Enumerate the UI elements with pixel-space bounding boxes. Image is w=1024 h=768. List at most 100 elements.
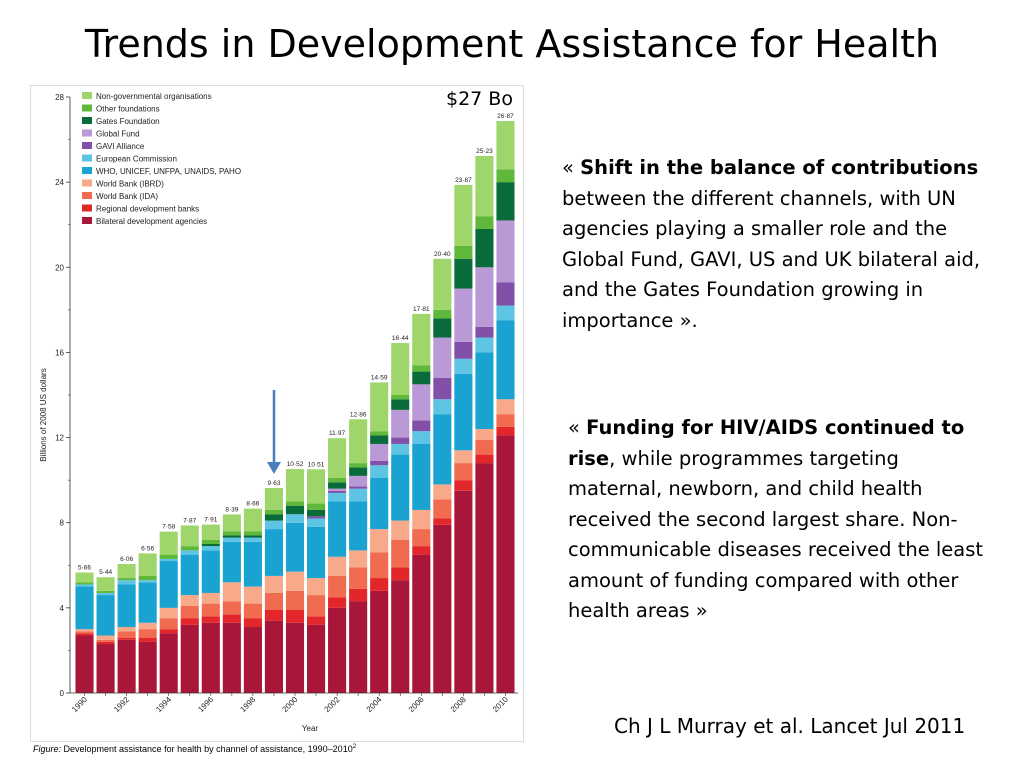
legend-label: European Commission	[96, 155, 177, 164]
bar-segment	[454, 358, 473, 374]
bar-total-label: 5·44	[99, 569, 112, 576]
bar-segment	[285, 514, 305, 523]
y-tick-label: 8	[60, 519, 65, 528]
legend-swatch	[82, 217, 92, 224]
bar-segment	[475, 267, 494, 327]
bar-segment	[496, 414, 515, 427]
bar-segment	[222, 622, 241, 693]
bar-segment	[138, 641, 157, 693]
figure-caption: Figure: Development assistance for healt…	[33, 744, 356, 754]
bar-segment	[349, 475, 368, 487]
bar-total-label: 10·51	[308, 461, 325, 468]
bar-segment	[349, 567, 368, 589]
bar-segment	[454, 341, 473, 359]
bar-segment	[264, 529, 284, 576]
bar-total-label: 7·58	[162, 524, 175, 531]
bar-segment	[412, 554, 431, 693]
y-axis-label: Billions of 2008 US dollars	[39, 368, 48, 461]
bar-segment	[475, 352, 494, 430]
bar-segment	[475, 337, 494, 353]
bar-segment	[75, 584, 94, 587]
slide-title: Trends in Development Assistance for Hea…	[84, 22, 940, 66]
bar-segment	[412, 371, 431, 385]
bar-segment	[138, 582, 157, 623]
legend-swatch	[82, 167, 92, 174]
bar-segment	[454, 463, 473, 481]
bar-segment	[370, 443, 389, 461]
x-tick-label: 2000	[280, 695, 299, 714]
x-tick-label: 2006	[407, 695, 426, 714]
bar-total-label: 8·66	[246, 501, 259, 508]
bar-segment	[180, 618, 199, 625]
bar-segment	[243, 586, 262, 604]
bar-segment	[328, 607, 347, 693]
bar-segment	[117, 639, 136, 693]
highlight-arrow	[267, 390, 281, 474]
bar-segment	[75, 586, 94, 630]
bar-segment	[433, 524, 452, 693]
bar-segment	[138, 575, 157, 581]
bar-segment	[306, 509, 326, 517]
bar-total-label: 5·66	[78, 565, 91, 572]
bar-segment	[159, 633, 178, 693]
bar-segment	[138, 622, 157, 630]
bar-segment	[222, 535, 241, 538]
bar-segment	[264, 509, 284, 515]
y-axis: 0 4 8 12 16 20 24 28	[55, 93, 71, 698]
bar-segment	[285, 622, 305, 693]
bar-segment	[117, 564, 136, 579]
bar-segment	[201, 616, 220, 623]
bar-segment	[328, 501, 347, 557]
bar-segment	[433, 518, 452, 525]
bar-segment	[475, 155, 494, 217]
bar-segment	[222, 514, 241, 532]
legend-label: World Bank (IDA)	[96, 192, 158, 201]
bar-segment	[222, 541, 241, 583]
bar-total-label: 9·63	[267, 480, 280, 487]
bar-segment	[496, 169, 515, 183]
bar-segment	[96, 592, 115, 596]
legend-label: WHO, UNICEF, UNFPA, UNAIDS, PAHO	[96, 167, 241, 176]
bar-segment	[138, 553, 157, 576]
bar-segment	[222, 614, 241, 623]
bar-segment	[328, 488, 347, 491]
bar-segment	[285, 505, 305, 515]
bar-segment	[370, 590, 389, 693]
bar-segment	[391, 454, 410, 521]
bar-segment	[370, 431, 389, 436]
bar-segment	[475, 439, 494, 455]
caption-superscript: 2	[352, 744, 357, 750]
x-axis: 1990 1992 1994 1996 1998 2000 2002 2004 2006 2008…	[70, 692, 518, 714]
bar-segment	[180, 624, 199, 693]
bar-segment	[159, 629, 178, 634]
bar-segment	[328, 482, 347, 489]
quote-open-mark: «	[562, 156, 581, 179]
bar-segment	[96, 644, 115, 693]
bar-segment	[391, 409, 410, 438]
bar-segment	[243, 531, 262, 536]
bar-segment	[454, 490, 473, 693]
bar-segment	[117, 580, 136, 585]
bar-segment	[180, 550, 199, 555]
bar-segment	[285, 609, 305, 623]
bar-segment	[96, 639, 115, 642]
bar-segment	[391, 567, 410, 581]
bar-segment	[370, 465, 389, 479]
bar-segment	[306, 616, 326, 625]
bar-segment	[243, 508, 262, 532]
quote-hiv-funding: « Funding for HIV/AIDS continued to rise…	[568, 413, 988, 627]
bar-segment	[496, 182, 515, 221]
legend-label: Other foundations	[96, 105, 160, 114]
legend-label: World Bank (IBRD)	[96, 180, 164, 189]
bar-segment	[370, 578, 389, 591]
bar-segment	[496, 282, 515, 306]
bar-segment	[201, 546, 220, 551]
bar-segment	[454, 373, 473, 451]
y-tick-label: 24	[55, 178, 64, 187]
bar-segment	[349, 501, 368, 551]
bar-segment	[433, 414, 452, 485]
bar-segment	[433, 399, 452, 415]
bar-segment	[96, 577, 115, 591]
bar-segment	[243, 618, 262, 628]
bar-segment	[391, 395, 410, 400]
